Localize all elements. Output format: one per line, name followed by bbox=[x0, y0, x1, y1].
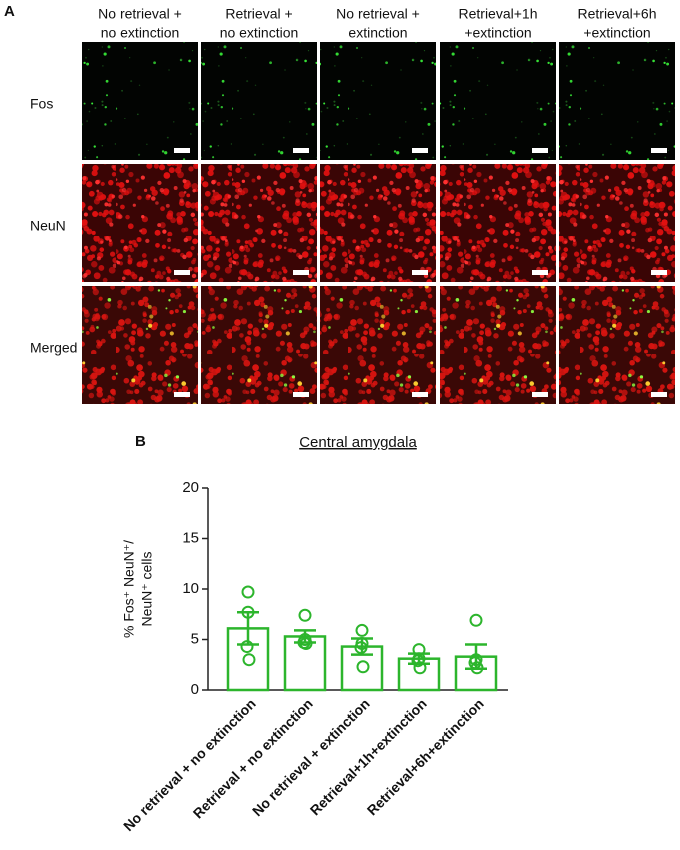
micrograph bbox=[201, 42, 317, 160]
scale-bar bbox=[293, 148, 309, 153]
x-tick-label: Retrieval+6h+extinction bbox=[364, 695, 487, 818]
column-header: +extinction bbox=[583, 25, 650, 41]
panel-label: A bbox=[4, 3, 15, 20]
data-point bbox=[355, 623, 369, 637]
column-header: no extinction bbox=[220, 25, 299, 41]
scale-bar bbox=[174, 270, 190, 275]
micrograph bbox=[201, 164, 317, 282]
column-header: extinction bbox=[348, 25, 407, 41]
column-header: No retrieval + bbox=[336, 6, 420, 22]
data-point bbox=[470, 661, 484, 675]
y-axis-label: NeuN⁺ cells bbox=[139, 551, 155, 626]
micrograph bbox=[320, 164, 436, 282]
scale-bar bbox=[412, 148, 428, 153]
data-point bbox=[413, 661, 427, 675]
row-label: Merged bbox=[30, 340, 77, 356]
scale-bar bbox=[532, 270, 548, 275]
y-tick-label: 10 bbox=[182, 580, 199, 597]
scale-bar bbox=[412, 392, 428, 397]
scale-bar bbox=[293, 270, 309, 275]
x-tick-label: Retrieval+1h+extinction bbox=[307, 695, 430, 818]
column-header: Retrieval + bbox=[225, 6, 292, 22]
row-label: Fos bbox=[30, 96, 53, 112]
data-point bbox=[354, 641, 368, 655]
y-tick-label: 0 bbox=[191, 681, 199, 698]
column-header: +extinction bbox=[464, 25, 531, 41]
data-point bbox=[356, 660, 370, 674]
data-point bbox=[299, 637, 313, 651]
data-point bbox=[411, 654, 425, 668]
data-point bbox=[240, 640, 254, 654]
y-tick-label: 5 bbox=[191, 630, 199, 647]
y-axis-label: % Fos⁺ NeuN⁺/ bbox=[121, 540, 137, 638]
micrograph bbox=[201, 286, 317, 404]
scale-bar bbox=[293, 392, 309, 397]
micrograph bbox=[440, 286, 556, 404]
x-tick-label: Retrieval + no extinction bbox=[190, 695, 316, 821]
data-point bbox=[469, 613, 483, 627]
micrograph bbox=[82, 42, 198, 160]
row-label: NeuN bbox=[30, 218, 66, 234]
micrograph bbox=[320, 286, 436, 404]
column-header: no extinction bbox=[101, 25, 180, 41]
scale-bar bbox=[174, 148, 190, 153]
y-tick-label: 20 bbox=[182, 479, 199, 496]
micrograph bbox=[82, 286, 198, 404]
scale-bar bbox=[651, 392, 667, 397]
data-point bbox=[242, 653, 256, 667]
scale-bar bbox=[651, 148, 667, 153]
scale-bar bbox=[174, 392, 190, 397]
micrograph bbox=[320, 42, 436, 160]
micrograph bbox=[440, 42, 556, 160]
micrograph bbox=[559, 286, 675, 404]
scale-bar bbox=[532, 148, 548, 153]
chart-title: Central amygdala bbox=[299, 434, 417, 451]
scale-bar bbox=[532, 392, 548, 397]
micrograph bbox=[559, 42, 675, 160]
column-header: No retrieval + bbox=[98, 6, 182, 22]
micrograph bbox=[440, 164, 556, 282]
panel-label: B bbox=[135, 433, 146, 450]
scale-bar bbox=[651, 270, 667, 275]
data-point bbox=[241, 605, 255, 619]
micrograph bbox=[82, 164, 198, 282]
column-header: Retrieval+6h bbox=[578, 6, 657, 22]
column-header: Retrieval+1h bbox=[459, 6, 538, 22]
micrograph bbox=[559, 164, 675, 282]
data-point bbox=[241, 585, 255, 599]
scale-bar bbox=[412, 270, 428, 275]
x-tick-label: No retrieval + extinction bbox=[249, 695, 373, 819]
y-tick-label: 15 bbox=[182, 529, 199, 546]
data-point bbox=[298, 608, 312, 622]
